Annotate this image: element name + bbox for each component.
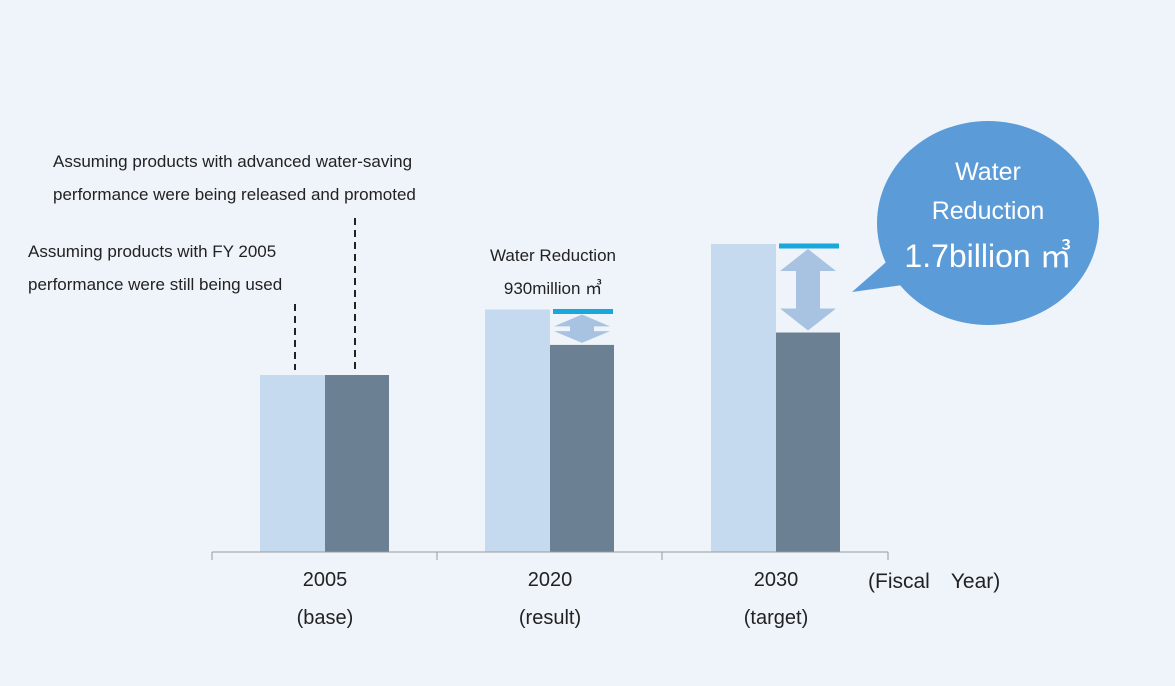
reduction-2030-bubble: Water Reduction 1.7billion ㎥ (852, 121, 1099, 325)
annotation-2005-base-line1: Assuming products with FY 2005 (28, 242, 276, 261)
bars (260, 244, 840, 552)
x-tick-label-2005: 2005 (303, 569, 348, 591)
bubble-line1: Water (955, 158, 1021, 186)
reduction-2020-value: 930million ㎥ (504, 279, 602, 298)
x-tick-labels: 2005 2020 2030 (base) (result) (target) (297, 569, 809, 629)
x-axis (211, 551, 889, 560)
annotation-2005-advanced: Assuming products with advanced water-sa… (53, 152, 416, 204)
reduction-2020-title: Water Reduction (490, 246, 616, 265)
bubble-body (877, 121, 1099, 325)
bubble-value: 1.7billion ㎥ (904, 238, 1071, 274)
x-tick-label-2020: 2020 (528, 569, 573, 591)
bar-2005-fy2005-performance (260, 375, 325, 552)
bar-2005-advanced-performance (325, 375, 389, 552)
reduction-2020-label: Water Reduction 930million ㎥ (490, 246, 616, 298)
reduction-arrow-2020 (554, 314, 610, 343)
reduction-arrow-2030 (780, 249, 836, 331)
bar-2020-advanced-performance (550, 344, 614, 552)
annotation-2005-advanced-line1: Assuming products with advanced water-sa… (53, 152, 412, 171)
annotation-2005-base-line2: performance were still being used (28, 275, 282, 294)
reduction-markers (553, 243, 839, 343)
bar-2030-advanced-performance (776, 332, 840, 552)
bar-2030-fy2005-performance (711, 244, 776, 552)
annotation-2005-base: Assuming products with FY 2005 performan… (28, 242, 282, 294)
x-sublabel-target: (target) (744, 607, 808, 629)
bar-2020-fy2005-performance (485, 309, 550, 552)
x-sublabel-base: (base) (297, 607, 354, 629)
x-sublabel-result: (result) (519, 607, 581, 629)
bubble-line2: Reduction (932, 197, 1045, 225)
x-tick-label-2030: 2030 (754, 569, 799, 591)
x-axis-unit: (Fiscal Year) (868, 570, 1000, 593)
annotation-2005-advanced-line2: performance were being released and prom… (53, 185, 416, 204)
